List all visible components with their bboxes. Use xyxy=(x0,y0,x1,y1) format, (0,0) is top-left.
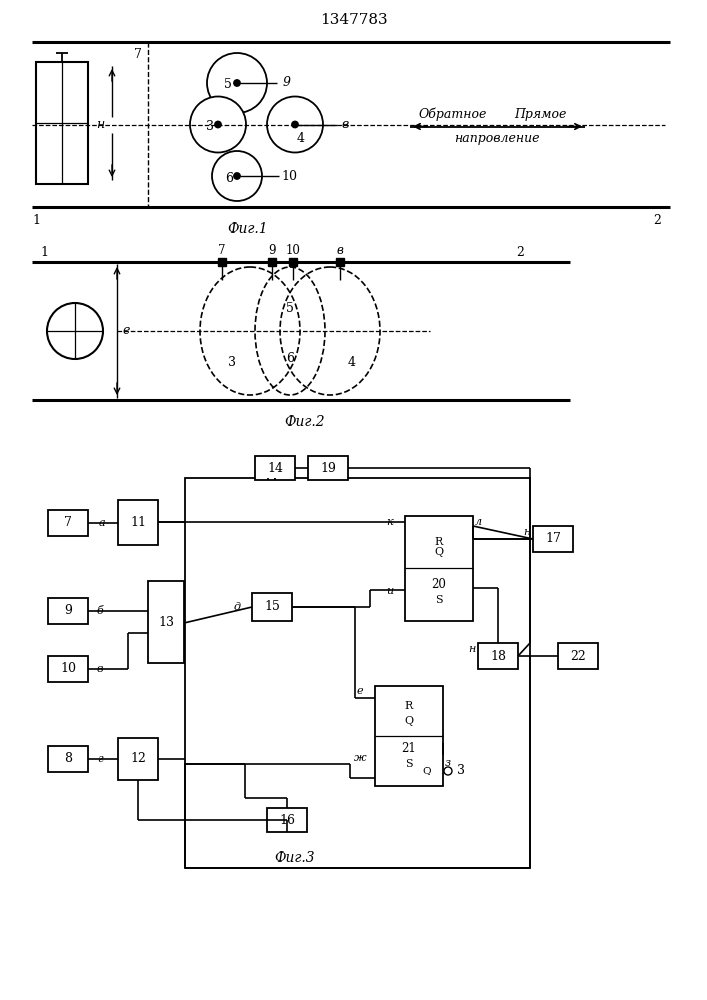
Text: 1: 1 xyxy=(40,245,48,258)
Bar xyxy=(48,746,88,772)
Circle shape xyxy=(292,121,298,127)
Bar xyxy=(252,593,292,621)
Text: Обратное: Обратное xyxy=(419,108,487,121)
Text: 12: 12 xyxy=(130,752,146,766)
Text: г: г xyxy=(97,754,103,764)
Text: 4: 4 xyxy=(297,132,305,145)
Text: в: в xyxy=(97,664,103,674)
Text: з: з xyxy=(445,758,451,768)
Text: е: е xyxy=(122,324,129,338)
Text: к: к xyxy=(387,517,393,527)
Text: 3: 3 xyxy=(228,357,236,369)
Text: 6: 6 xyxy=(225,172,233,184)
Text: 2: 2 xyxy=(653,215,661,228)
Text: 13: 13 xyxy=(158,615,174,629)
Circle shape xyxy=(190,97,246,152)
Text: 19: 19 xyxy=(320,462,336,475)
Bar xyxy=(255,456,295,480)
Text: 7: 7 xyxy=(64,516,72,530)
Text: Q: Q xyxy=(434,547,443,557)
Text: 14: 14 xyxy=(267,462,283,475)
Text: в: в xyxy=(341,118,349,131)
Text: 15: 15 xyxy=(264,600,280,613)
Text: н: н xyxy=(96,118,104,131)
Text: ж: ж xyxy=(354,753,366,763)
Text: Q̄: Q̄ xyxy=(423,766,431,776)
Bar xyxy=(118,738,158,780)
Text: н: н xyxy=(468,644,476,654)
Text: R: R xyxy=(405,701,413,711)
Text: б: б xyxy=(97,606,103,616)
Text: 10: 10 xyxy=(60,662,76,676)
Bar xyxy=(558,643,598,669)
Text: 7: 7 xyxy=(134,48,142,62)
Text: 7: 7 xyxy=(218,244,226,257)
Circle shape xyxy=(212,151,262,201)
Circle shape xyxy=(47,303,103,359)
Text: 1347783: 1347783 xyxy=(320,13,388,27)
Text: 11: 11 xyxy=(130,516,146,529)
Text: Q: Q xyxy=(404,716,414,726)
Text: 5: 5 xyxy=(286,302,294,316)
Circle shape xyxy=(267,97,323,152)
Bar xyxy=(218,258,226,266)
Text: 8: 8 xyxy=(64,752,72,766)
Bar xyxy=(289,258,297,266)
Text: Прямое: Прямое xyxy=(514,108,566,121)
Text: 4: 4 xyxy=(348,357,356,369)
Bar xyxy=(36,62,88,184)
Bar xyxy=(267,808,307,832)
Text: 22: 22 xyxy=(570,650,586,662)
Text: 21: 21 xyxy=(402,742,416,754)
Circle shape xyxy=(444,767,452,775)
Text: д: д xyxy=(233,602,240,612)
Text: 3: 3 xyxy=(206,120,214,133)
Text: 16: 16 xyxy=(279,814,295,826)
Text: 18: 18 xyxy=(490,650,506,662)
Text: н: н xyxy=(523,527,531,537)
Text: напровление: напровление xyxy=(455,132,539,145)
Bar xyxy=(48,656,88,682)
Text: 5: 5 xyxy=(224,79,232,92)
Text: Фиг.3: Фиг.3 xyxy=(275,851,315,865)
Text: а: а xyxy=(99,518,105,528)
Bar xyxy=(48,510,88,536)
Text: S: S xyxy=(405,759,413,769)
Bar xyxy=(118,500,158,545)
Bar xyxy=(478,643,518,669)
Bar xyxy=(185,478,530,868)
Circle shape xyxy=(207,53,267,113)
Text: 20: 20 xyxy=(431,578,446,590)
Circle shape xyxy=(234,80,240,86)
Text: 6: 6 xyxy=(286,353,294,365)
Bar xyxy=(48,598,88,624)
Bar xyxy=(268,258,276,266)
Bar xyxy=(336,258,344,266)
Text: S: S xyxy=(436,595,443,605)
Text: 2: 2 xyxy=(516,245,524,258)
Circle shape xyxy=(215,121,221,127)
Text: 9: 9 xyxy=(283,77,291,90)
Text: Фиг.1: Фиг.1 xyxy=(228,222,269,236)
Text: 10: 10 xyxy=(281,169,297,182)
Text: 9: 9 xyxy=(64,604,72,617)
Text: R: R xyxy=(435,537,443,547)
Text: 10: 10 xyxy=(286,244,300,257)
Text: в: в xyxy=(337,244,344,257)
Bar xyxy=(405,516,473,621)
Text: 3: 3 xyxy=(457,764,465,778)
Bar xyxy=(308,456,348,480)
Text: 1: 1 xyxy=(32,215,40,228)
Bar xyxy=(375,686,443,786)
Text: л: л xyxy=(474,517,481,527)
Text: 17: 17 xyxy=(545,532,561,546)
Text: е: е xyxy=(357,686,363,696)
Text: и: и xyxy=(387,586,394,596)
Text: 9: 9 xyxy=(268,244,276,257)
Bar xyxy=(533,526,573,552)
Text: Фиг.2: Фиг.2 xyxy=(285,415,325,429)
Circle shape xyxy=(234,173,240,179)
Bar xyxy=(148,581,184,663)
